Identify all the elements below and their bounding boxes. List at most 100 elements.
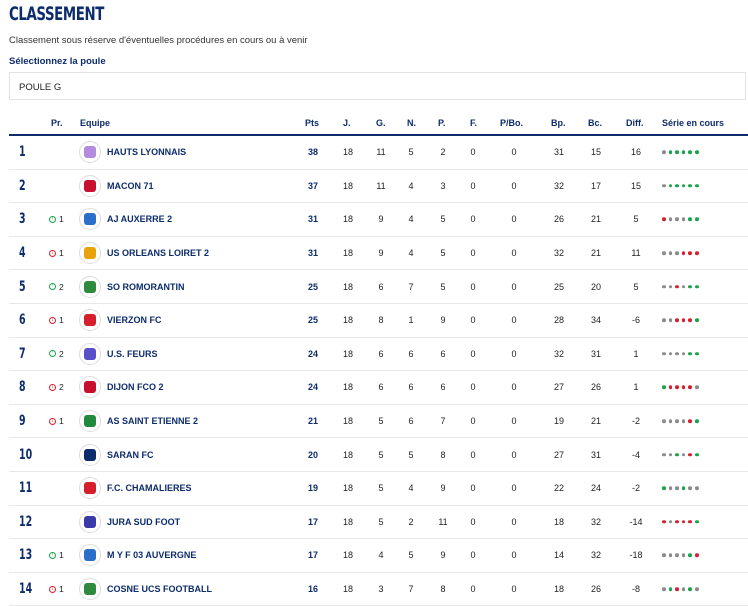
team-name[interactable]: U.S. FEURS: [107, 348, 158, 359]
team-logo-icon: [79, 477, 101, 500]
form-series: [662, 419, 699, 423]
col-g[interactable]: G.: [376, 118, 386, 128]
cell-n: 6: [408, 382, 414, 393]
cell-bc: 17: [590, 180, 601, 191]
form-dot: [681, 318, 686, 323]
team-name[interactable]: SARAN FC: [107, 449, 154, 460]
form-series: [662, 452, 699, 457]
rank: 2: [19, 177, 26, 194]
team-name[interactable]: JURA SUD FOOT: [107, 516, 181, 527]
col-pbo[interactable]: P/Bo.: [500, 118, 524, 128]
team-name[interactable]: SO ROMORANTIN: [107, 281, 185, 292]
col-bc[interactable]: Bc.: [588, 118, 603, 128]
form-dot: [668, 184, 673, 188]
table-row[interactable]: 14 ↓ 1 COSNE UCS FOOTBALL 16 18 3 7 8 0 0 18 26 -8: [9, 573, 748, 606]
table-row[interactable]: 11 F.C. CHAMALIERES 19 18 5 4 9 0 0 22 24 -2: [9, 472, 748, 506]
col-j[interactable]: J.: [343, 118, 351, 128]
team-name[interactable]: AJ AUXERRE 2: [107, 214, 173, 225]
col-pr[interactable]: Pr.: [51, 118, 63, 128]
table-row[interactable]: 6 ↓ 1 VIERZON FC 25 18 8 1 9 0 0 28 34 -6: [9, 304, 748, 338]
table-row[interactable]: 12 JURA SUD FOOT 17 18 5 2 11 0 0 18 32 -14: [9, 506, 748, 540]
team-name[interactable]: DIJON FCO 2: [107, 382, 164, 393]
team-name[interactable]: F.C. CHAMALIERES: [107, 483, 192, 494]
cell-n: 5: [408, 550, 414, 561]
cell-j: 18: [342, 281, 353, 292]
arrow-up-icon: ↑: [49, 551, 56, 559]
table-row[interactable]: 4 ↓ 1 US ORLEANS LOIRET 2 31 18 9 4 5 0 0 32 21 11: [9, 237, 748, 271]
arrow-up-icon: ↑: [49, 350, 56, 358]
table-row[interactable]: 5 ↑ 2 SO ROMORANTIN 25 18 6 7 5 0 0 25 20 5: [9, 270, 748, 304]
arrow-down-icon: ↓: [49, 417, 56, 425]
cell-n: 4: [408, 248, 414, 259]
form-dot: [681, 520, 686, 524]
col-serie[interactable]: Série en cours: [662, 118, 725, 128]
form-dot: [694, 150, 699, 155]
cell-pts: 24: [307, 382, 318, 393]
table-row[interactable]: 13 ↑ 1 M Y F 03 AUVERGNE 17 18 4 5 9 0 0 14 32 -18: [9, 539, 748, 573]
table-row[interactable]: 1 HAUTS LYONNAIS 38 18 11 5 2 0 0 31 15 16: [9, 136, 748, 170]
col-bp[interactable]: Bp.: [551, 118, 566, 128]
cell-g: 9: [378, 214, 384, 225]
form-dot: [688, 587, 692, 591]
cell-bp: 26: [553, 214, 564, 225]
cell-diff: 16: [630, 147, 641, 158]
col-diff[interactable]: Diff.: [626, 118, 644, 128]
table-row[interactable]: 2 MACON 71 37 18 11 4 3 0 0 32 17 15: [9, 170, 748, 204]
col-pts[interactable]: Pts: [305, 118, 320, 128]
cell-bp: 19: [553, 416, 564, 427]
team-name[interactable]: MACON 71: [107, 180, 154, 191]
form-dot: [675, 553, 679, 558]
team-logo-icon: [79, 510, 101, 533]
form-dot: [681, 419, 686, 423]
team-logo-icon: [79, 208, 101, 231]
form-dot: [675, 520, 679, 524]
table-row[interactable]: 8 ↓ 2 DIJON FCO 2 24 18 6 6 6 0 0 27 26 1: [9, 371, 748, 405]
cell-bc: 31: [590, 449, 601, 460]
position-change: ↓ 1: [49, 315, 64, 325]
cell-j: 18: [342, 416, 353, 427]
table-row[interactable]: 7 ↑ 2 U.S. FEURS 24 18 6 6 6 0 0 32 31 1: [9, 338, 748, 372]
form-dot: [694, 587, 699, 591]
table-row[interactable]: 10 SARAN FC 20 18 5 5 8 0 0 27 31 -4: [9, 438, 748, 472]
col-p[interactable]: P.: [438, 118, 446, 128]
form-dot: [681, 251, 686, 255]
cell-bc: 31: [590, 348, 601, 359]
cell-bc: 32: [590, 550, 601, 561]
table-row[interactable]: 9 ↓ 1 AS SAINT ETIENNE 2 21 18 5 6 7 0 0 19 21 -2: [9, 405, 748, 439]
form-dot: [681, 587, 686, 591]
team-name[interactable]: HAUTS LYONNAIS: [107, 147, 187, 158]
position-change: ↓ 1: [49, 416, 64, 426]
team-logo-icon: [79, 578, 101, 601]
col-equipe[interactable]: Equipe: [80, 118, 111, 128]
form-dot: [694, 217, 699, 222]
cell-j: 18: [342, 483, 353, 494]
cell-g: 4: [378, 550, 384, 561]
cell-bp: 18: [553, 516, 564, 527]
col-n[interactable]: N.: [407, 118, 416, 128]
cell-diff: 5: [633, 214, 639, 225]
form-dot: [694, 352, 699, 356]
form-dot: [662, 385, 666, 390]
team-name[interactable]: M Y F 03 AUVERGNE: [107, 550, 197, 561]
form-dot: [668, 419, 673, 423]
team-name[interactable]: VIERZON FC: [107, 315, 162, 326]
cell-pbo: 0: [511, 248, 517, 259]
team-name[interactable]: US ORLEANS LOIRET 2: [107, 248, 210, 259]
col-f[interactable]: F.: [470, 118, 478, 128]
team-logo-icon: [79, 174, 101, 197]
cell-f: 0: [470, 483, 476, 494]
poule-select[interactable]: POULE G: [9, 72, 746, 100]
form-dot: [675, 284, 679, 289]
cell-bp: 14: [553, 550, 564, 561]
cell-j: 18: [342, 214, 353, 225]
table-row[interactable]: 3 ↑ 1 AJ AUXERRE 2 31 18 9 4 5 0 0 26 21 5: [9, 203, 748, 237]
form-dot: [694, 184, 699, 188]
team-logo-icon: [79, 342, 101, 365]
team-name[interactable]: AS SAINT ETIENNE 2: [107, 416, 199, 427]
form-dot: [662, 486, 666, 491]
cell-j: 18: [342, 382, 353, 393]
cell-j: 18: [342, 315, 353, 326]
form-dot: [668, 352, 673, 356]
cell-bp: 32: [553, 180, 564, 191]
poule-select-label: Sélectionnez la poule: [9, 56, 106, 67]
